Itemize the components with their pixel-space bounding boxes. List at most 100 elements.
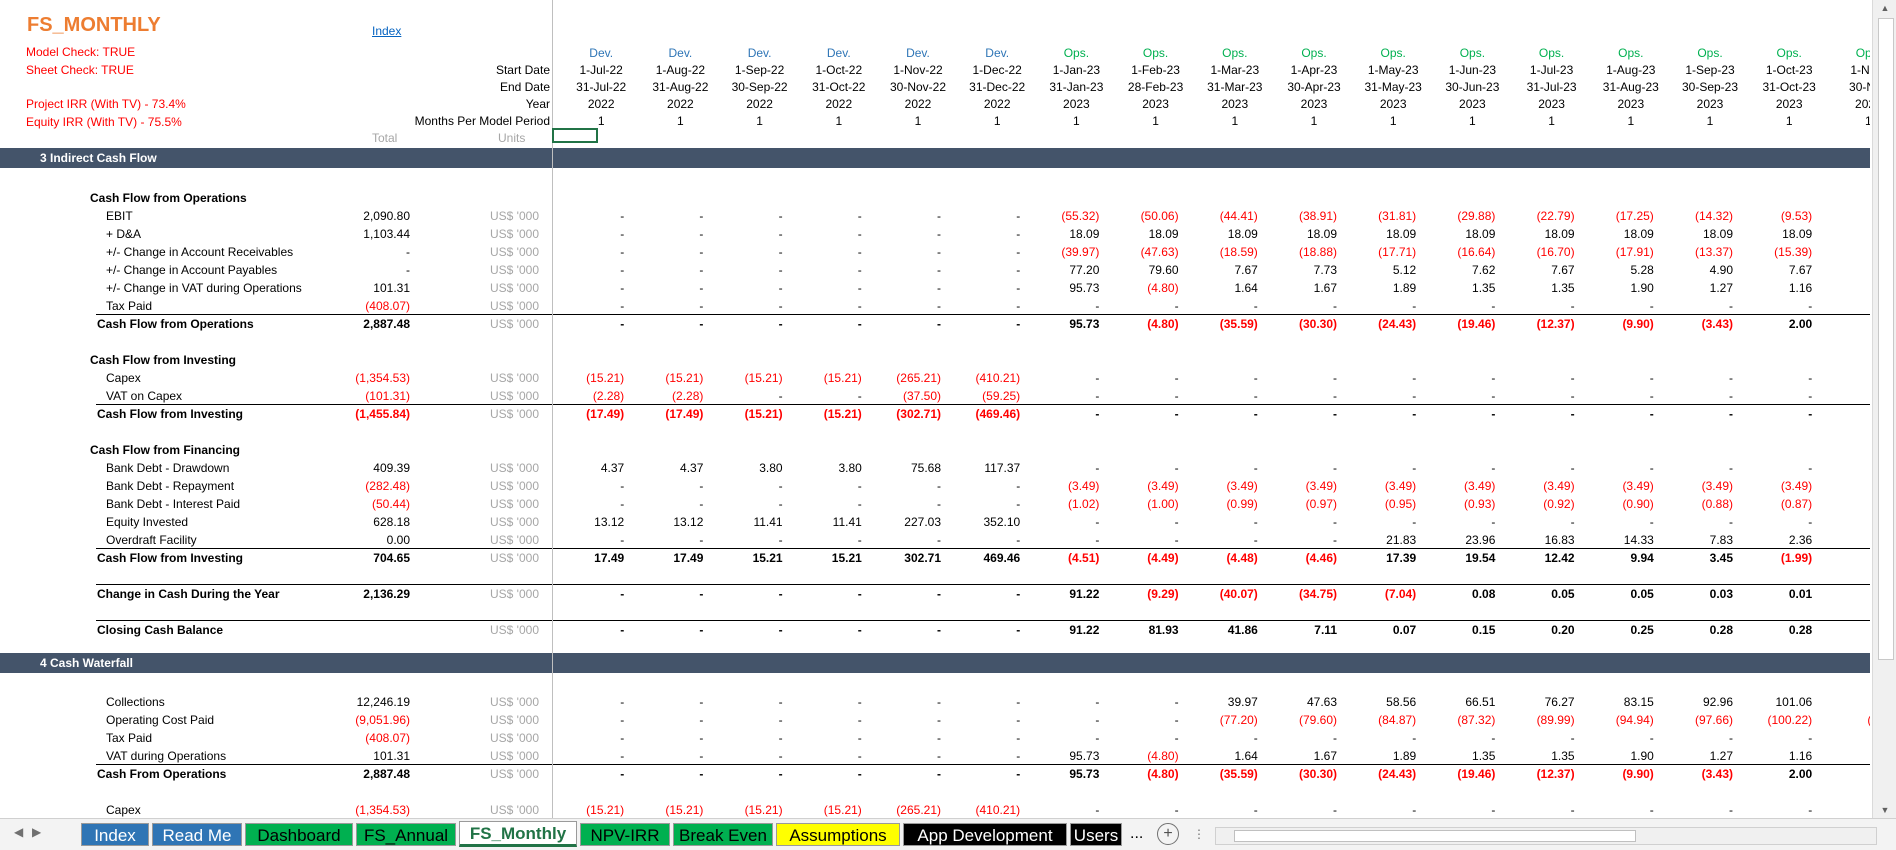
value-cell[interactable]: - bbox=[857, 731, 862, 745]
value-cell[interactable]: 18.09 bbox=[1623, 227, 1654, 241]
value-cell[interactable]: 5.12 bbox=[1392, 263, 1417, 277]
vertical-scrollbar[interactable]: ▲ ▼ bbox=[1872, 0, 1896, 818]
value-cell[interactable]: - bbox=[1016, 749, 1021, 763]
value-cell[interactable]: - bbox=[857, 299, 862, 313]
value-cell[interactable]: (4.51) bbox=[1068, 551, 1100, 565]
value-cell[interactable]: - bbox=[1253, 515, 1258, 529]
value-cell[interactable]: - bbox=[778, 389, 783, 403]
value-cell[interactable]: - bbox=[1174, 515, 1179, 529]
value-cell[interactable]: - bbox=[1174, 803, 1179, 817]
value-cell[interactable]: (15.21) bbox=[586, 371, 625, 385]
value-cell[interactable]: - bbox=[1016, 767, 1021, 781]
value-cell[interactable]: (0.93) bbox=[1464, 497, 1496, 511]
value-cell[interactable]: - bbox=[1253, 731, 1258, 745]
value-cell[interactable]: - bbox=[778, 623, 783, 637]
tabs-overflow[interactable]: ... bbox=[1130, 825, 1144, 842]
horizontal-scroll-thumb[interactable] bbox=[1234, 830, 1636, 842]
value-cell[interactable]: 117.37 bbox=[984, 461, 1021, 475]
value-cell[interactable]: 23.96 bbox=[1465, 533, 1496, 547]
value-cell[interactable]: (55.32) bbox=[1061, 209, 1100, 223]
value-cell[interactable]: (44.41) bbox=[1219, 209, 1258, 223]
value-cell[interactable]: - bbox=[620, 695, 625, 709]
value-cell[interactable]: (2.28) bbox=[592, 389, 625, 403]
value-cell[interactable]: 0.01 bbox=[1788, 587, 1813, 601]
value-cell[interactable]: - bbox=[1016, 533, 1021, 547]
value-cell[interactable]: (15.21) bbox=[823, 371, 862, 385]
value-cell[interactable]: - bbox=[699, 767, 704, 781]
value-cell[interactable]: 0.15 bbox=[1472, 623, 1496, 637]
value-cell[interactable]: - bbox=[778, 749, 783, 763]
value-cell[interactable]: - bbox=[620, 623, 625, 637]
value-cell[interactable]: - bbox=[778, 245, 783, 259]
value-cell[interactable]: - bbox=[1333, 407, 1337, 421]
value-cell[interactable]: - bbox=[1808, 407, 1813, 421]
value-cell[interactable]: 0.08 bbox=[1472, 587, 1496, 601]
value-cell[interactable]: - bbox=[1570, 299, 1575, 313]
value-cell[interactable]: (3.43) bbox=[1701, 767, 1733, 781]
value-cell[interactable]: - bbox=[1808, 515, 1813, 529]
value-cell[interactable]: - bbox=[699, 713, 704, 727]
value-cell[interactable]: (410.21) bbox=[975, 803, 1021, 817]
value-cell[interactable]: (35.59) bbox=[1219, 317, 1258, 331]
value-cell[interactable]: - bbox=[857, 389, 862, 403]
value-cell[interactable]: - bbox=[1649, 515, 1654, 529]
value-cell[interactable]: (4.80) bbox=[1147, 767, 1179, 781]
value-cell[interactable]: - bbox=[1412, 803, 1417, 817]
value-cell[interactable]: 41.86 bbox=[1227, 623, 1258, 637]
scroll-tabs-left-icon[interactable]: ◀ bbox=[14, 825, 24, 839]
value-cell[interactable]: 1.64 bbox=[1234, 749, 1258, 763]
value-cell[interactable]: (0.87) bbox=[1780, 497, 1813, 511]
value-cell[interactable]: - bbox=[1095, 803, 1100, 817]
value-cell[interactable]: 1 bbox=[1815, 279, 1870, 297]
value-cell[interactable]: (3.49) bbox=[1384, 479, 1417, 493]
value-cell[interactable]: 1.90 bbox=[1630, 749, 1654, 763]
value-cell[interactable]: (18.88) bbox=[1298, 245, 1337, 259]
value-cell[interactable]: (35.59) bbox=[1219, 767, 1258, 781]
value-cell[interactable]: - bbox=[1174, 371, 1179, 385]
value-cell[interactable]: - bbox=[778, 533, 783, 547]
value-cell[interactable]: - bbox=[778, 209, 783, 223]
value-cell[interactable]: - bbox=[778, 713, 783, 727]
value-cell[interactable]: - bbox=[620, 281, 625, 295]
tab-dashboard[interactable]: Dashboard bbox=[245, 823, 353, 846]
value-cell[interactable]: - bbox=[1174, 695, 1179, 709]
value-cell[interactable]: (3.49) bbox=[1305, 479, 1337, 493]
value-cell[interactable]: (16.70) bbox=[1536, 245, 1575, 259]
value-cell[interactable]: - bbox=[778, 695, 783, 709]
value-cell[interactable]: - bbox=[778, 731, 783, 745]
value-cell[interactable]: - bbox=[1095, 461, 1100, 475]
value-cell[interactable]: - bbox=[1815, 801, 1870, 818]
value-cell[interactable]: 4.37 bbox=[680, 461, 704, 475]
value-cell[interactable]: - bbox=[857, 263, 862, 277]
value-cell[interactable]: - bbox=[857, 713, 862, 727]
value-cell[interactable]: - bbox=[937, 713, 941, 727]
value-cell[interactable]: - bbox=[620, 767, 625, 781]
value-cell[interactable]: - bbox=[1808, 461, 1813, 475]
value-cell[interactable]: (30.30) bbox=[1298, 767, 1337, 781]
value-cell[interactable]: (17.71) bbox=[1378, 245, 1417, 259]
value-cell[interactable]: - bbox=[620, 479, 625, 493]
value-cell[interactable]: (4.48) bbox=[1226, 551, 1258, 565]
value-cell[interactable]: - bbox=[1570, 731, 1575, 745]
value-cell[interactable]: (469.46) bbox=[975, 407, 1021, 421]
value-cell[interactable]: (16.64) bbox=[1457, 245, 1496, 259]
value-cell[interactable]: - bbox=[1016, 695, 1021, 709]
value-cell[interactable]: (15.21) bbox=[665, 371, 704, 385]
value-cell[interactable]: (3 bbox=[1815, 477, 1870, 495]
value-cell[interactable]: - bbox=[1333, 371, 1337, 385]
value-cell[interactable]: - bbox=[1412, 371, 1417, 385]
value-cell[interactable]: 18.09 bbox=[1306, 227, 1337, 241]
value-cell[interactable]: (3.49) bbox=[1543, 479, 1575, 493]
value-cell[interactable]: - bbox=[1253, 803, 1258, 817]
value-cell[interactable]: 5.28 bbox=[1630, 263, 1654, 277]
value-cell[interactable]: (12.37) bbox=[1536, 317, 1575, 331]
value-cell[interactable]: 7 bbox=[1815, 261, 1870, 279]
value-cell[interactable]: (3.49) bbox=[1147, 479, 1179, 493]
value-cell[interactable]: 0.25 bbox=[1630, 623, 1654, 637]
value-cell[interactable]: (102 bbox=[1815, 711, 1870, 729]
value-cell[interactable]: - bbox=[857, 209, 862, 223]
value-cell[interactable]: - bbox=[1253, 371, 1258, 385]
value-cell[interactable]: - bbox=[1333, 299, 1337, 313]
tab-users[interactable]: Users bbox=[1070, 823, 1122, 846]
value-cell[interactable]: (15.21) bbox=[823, 803, 862, 817]
